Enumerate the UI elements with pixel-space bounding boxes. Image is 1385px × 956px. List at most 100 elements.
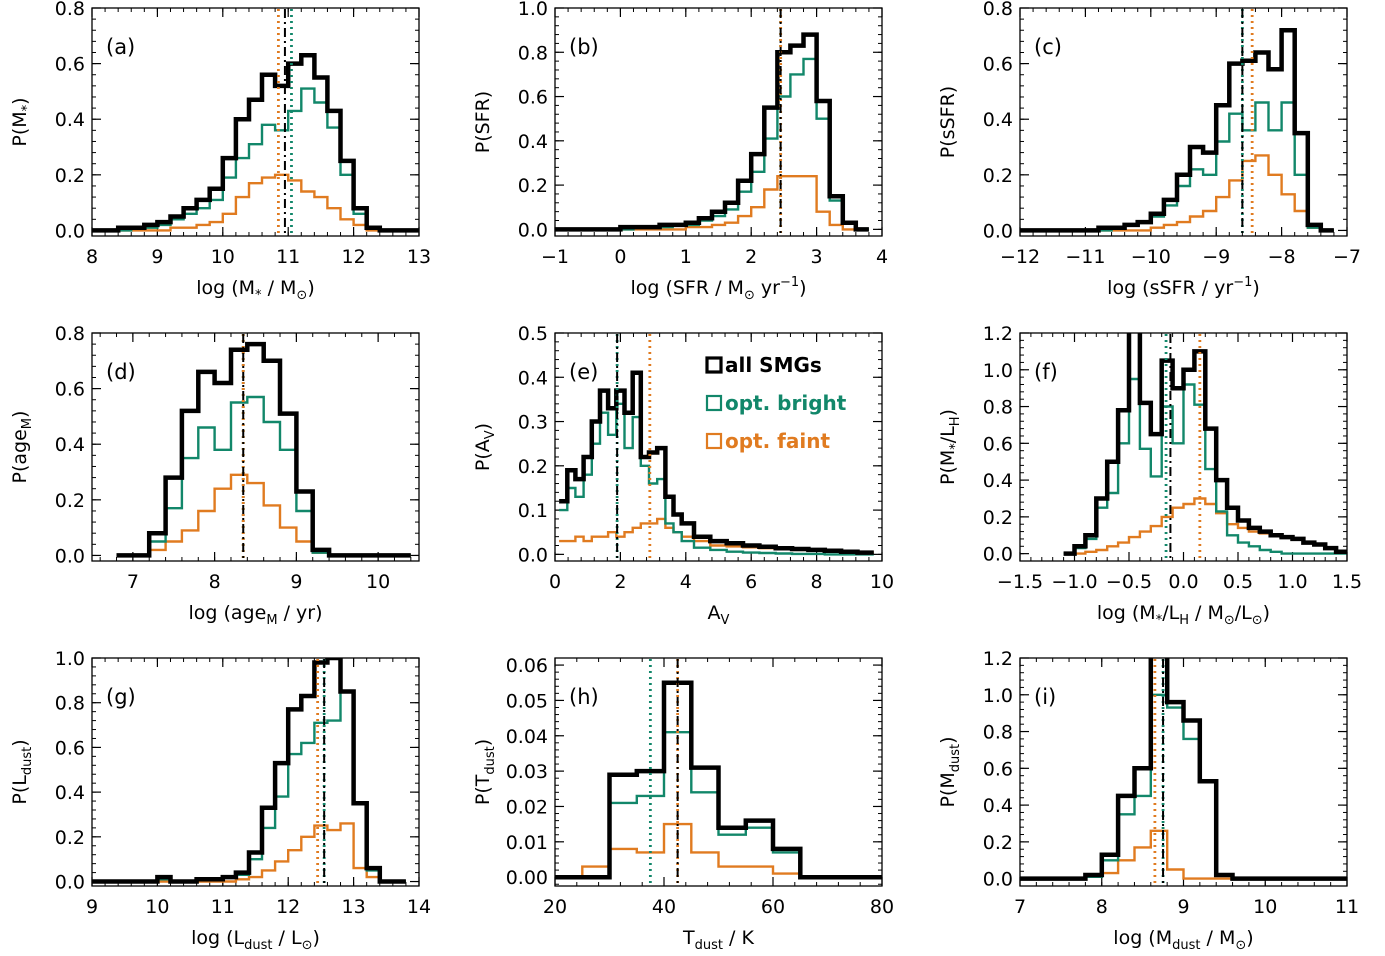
x-axis-label: log (Mdust / M⊙) [1113,927,1253,953]
panel-e: 0 2 4 6 8 100.00.10.20.30.40.5(e)AVP(AV) [472,323,894,628]
x-axis-label-part: −1 [1233,275,1252,290]
y-tick-label: 0.0 [983,869,1013,891]
plot-frame [91,332,420,562]
plot-frame [554,657,883,887]
x-tick-label: 10 [1253,896,1277,918]
y-tick-label: 0.01 [506,832,548,854]
y-axis-label-part: P(M [9,111,31,146]
y-tick-label: 0.2 [55,165,85,187]
panel-h: 20 40 60 80 0.00 0.01 0.02 0.03 0.04 0.05 0.06 (h) T… [472,655,894,953]
panel-c: −12 −11 −10 −9 −8 −7 0.0 0.2 0.4 0.6 0.8 (c) log (sS… [937,0,1361,299]
x-tick-label: 6 [745,571,757,593]
histogram-faint [116,473,411,557]
y-axis-label-part: ) [9,97,31,104]
x-tick-label: 8 [1096,896,1108,918]
x-tick-label: 20 [543,896,567,918]
x-axis-label-part: A [708,602,721,624]
x-axis-label-part: dust [244,938,272,953]
y-axis-label: P(M*/LH) [937,409,963,485]
y-tick-label: 1.0 [55,648,85,670]
y-axis-label: P(ageM) [9,411,35,484]
legend-swatch-bright [705,394,723,412]
panel-label: (b) [569,35,599,59]
x-axis-label-part: / M [1189,602,1224,624]
x-tick-label: 0 [549,571,561,593]
y-axis-label-part: H [948,416,963,426]
x-axis-label-part: ) [312,927,319,949]
plot-frame [1019,657,1348,887]
y-tick-label: 0.0 [55,872,85,894]
y-axis-label-part: dust [483,746,498,774]
x-axis-label-part: H [1179,613,1189,628]
panel-label: (d) [106,360,136,384]
histogram-faint [1020,829,1347,880]
y-tick-label: 0.0 [55,545,85,567]
y-tick-label: 0.8 [983,722,1013,744]
series-group [555,9,869,235]
y-axis-label: P(SFR) [472,91,494,153]
x-tick-label: 40 [652,896,676,918]
x-axis-label-part: log (L [191,927,244,949]
y-tick-label: 0.8 [55,323,85,345]
histogram-faint [559,517,874,554]
plot-frame [1019,7,1348,237]
x-axis-label-part: log (M [196,277,255,299]
x-tick-label: −12 [1000,246,1040,268]
x-tick-label: −11 [1065,246,1105,268]
plot-frame [1019,332,1348,562]
x-tick-label: −1 [541,246,569,268]
x-tick-label: −1.0 [1051,571,1097,593]
x-axis-label: log (Ldust / L⊙) [191,927,320,953]
x-tick-label: 8 [86,246,98,268]
x-axis-label: AV [708,602,730,628]
y-tick-label: 0.3 [518,412,548,434]
y-axis-label-part: P(SFR) [472,91,494,153]
panel-label: (g) [106,685,136,709]
series-group [559,334,874,560]
x-tick-label: −7 [1333,246,1361,268]
x-axis-label-part: / M [262,277,297,299]
x-axis-label-part: T [682,927,695,949]
series-group [1020,658,1347,885]
y-tick-label: 0.2 [983,507,1013,529]
histogram-all [1063,333,1347,556]
panel-label: (c) [1034,35,1062,59]
x-axis-label: log (sSFR / yr−1) [1107,275,1260,299]
y-tick-label: 1.0 [983,360,1013,382]
x-axis-label-part: ) [1252,277,1259,299]
panel-label: (e) [569,360,598,384]
x-tick-label: 11 [211,896,235,918]
x-axis-label-part: ) [799,277,806,299]
x-tick-label: 0.0 [1168,571,1198,593]
x-tick-label: 12 [342,246,366,268]
y-tick-label: 0.03 [506,761,548,783]
x-axis-label-part: dust [1172,938,1200,953]
x-axis-label-part: * [1156,613,1163,628]
y-tick-label: 0.0 [518,544,548,566]
y-tick-label: 0.4 [55,109,85,131]
histogram-bright [92,87,419,232]
y-axis-label-part: P(M [937,772,959,807]
y-tick-label: 0.6 [983,433,1013,455]
legend-swatch-faint [705,432,723,450]
histogram-all [116,341,411,558]
histogram-all [1020,27,1334,233]
y-axis-label-part: V [483,430,498,439]
x-axis-label: log (M*/LH / M⊙/L⊙) [1097,602,1270,628]
y-tick-label: 1.2 [983,323,1013,345]
y-axis-label-part: P(A [472,439,494,471]
x-tick-label: 0 [614,246,626,268]
y-axis-label: P(AV) [472,423,498,471]
y-axis-label: P(M*) [9,97,35,146]
legend-label-faint: opt. faint [725,429,830,453]
x-axis-label-part: M [266,613,277,628]
x-axis-label-part: / L [272,927,301,949]
x-axis-label-part: ) [307,277,314,299]
x-tick-label: 13 [407,246,431,268]
y-tick-label: 1.2 [983,648,1013,670]
x-tick-label: 9 [1177,896,1189,918]
y-tick-label: 0.05 [506,690,548,712]
x-tick-label: 11 [1335,896,1359,918]
histogram-all [555,32,869,232]
x-tick-label: 13 [342,896,366,918]
